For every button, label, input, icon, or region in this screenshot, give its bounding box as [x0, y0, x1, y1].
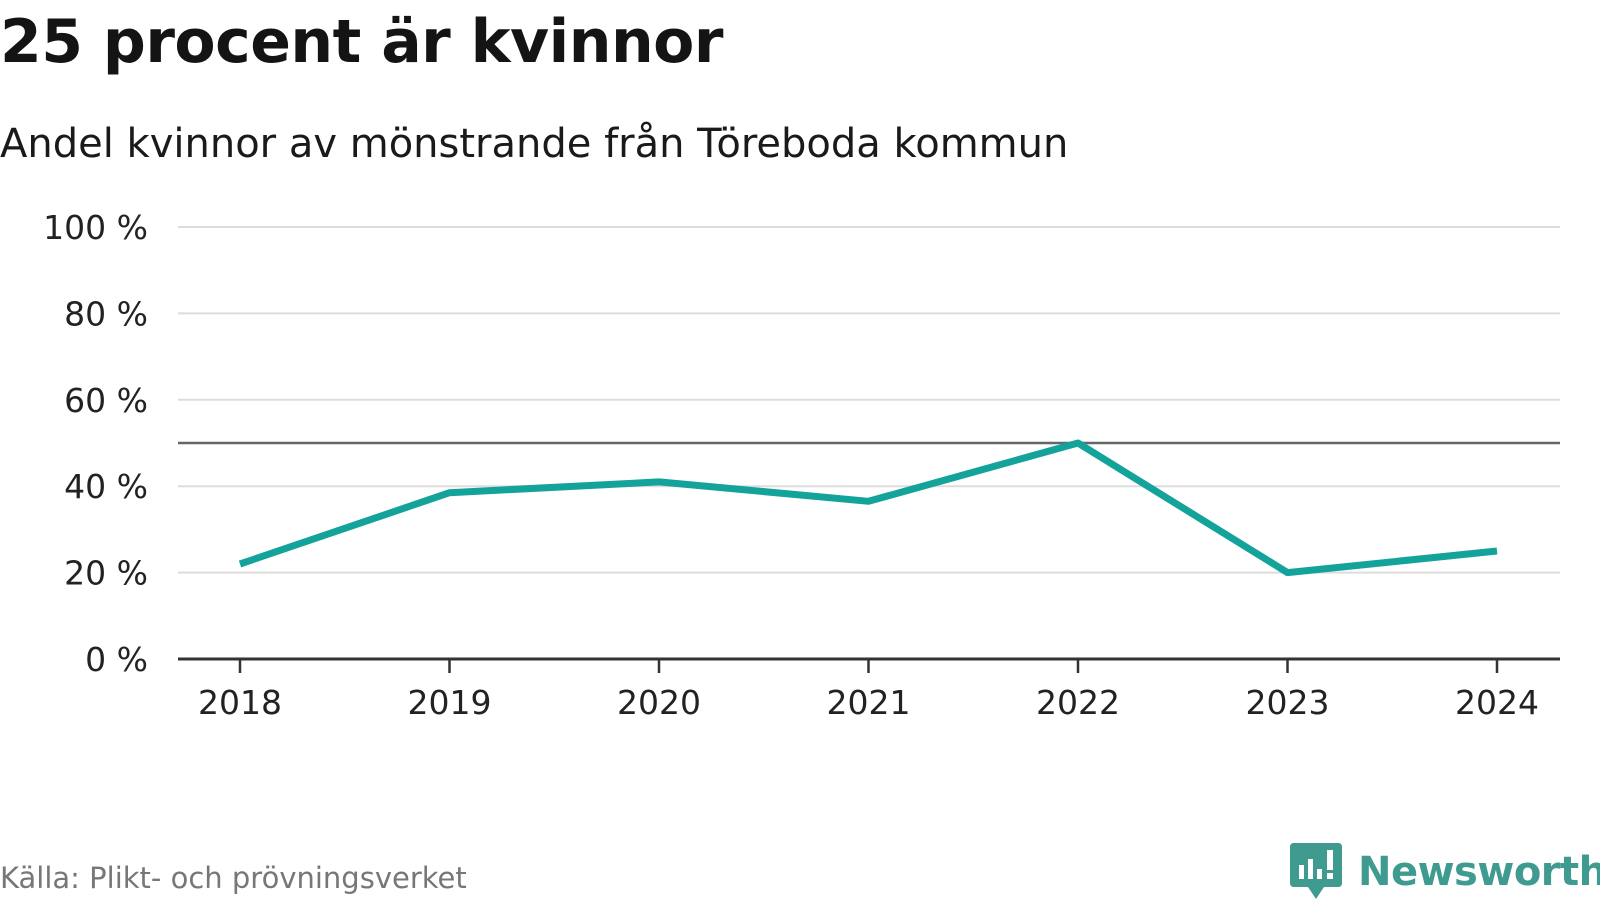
brand-logo: Newsworthy — [1290, 842, 1600, 902]
source-note: Källa: Plikt- och prövningsverket — [0, 861, 467, 895]
series-line — [238, 439, 1498, 577]
x-axis-labels: 2018 2019 2020 2021 2022 2023 2024 — [198, 683, 1539, 722]
gridlines — [178, 226, 1560, 574]
y-tick-label: 40 % — [64, 467, 148, 506]
series-group — [238, 439, 1498, 577]
x-tick-label: 2020 — [617, 683, 701, 722]
y-tick-label: 60 % — [64, 381, 148, 420]
x-tick-label: 2021 — [827, 683, 911, 722]
x-tick-label: 2022 — [1036, 683, 1120, 722]
y-tick-label: 100 % — [43, 208, 148, 247]
y-axis-labels: 0 % 20 % 40 % 60 % 80 % 100 % — [43, 208, 148, 679]
y-tick-label: 0 % — [85, 640, 148, 679]
newsworthy-logo-icon — [1290, 843, 1342, 899]
x-tick-label: 2018 — [198, 683, 282, 722]
x-tick-label: 2024 — [1455, 683, 1539, 722]
x-tick-label: 2019 — [408, 683, 492, 722]
x-axis — [178, 657, 1560, 673]
y-tick-label: 80 % — [64, 294, 148, 333]
brand-name: Newsworthy — [1358, 849, 1600, 895]
chart-title: 25 procent är kvinnor — [0, 7, 723, 77]
x-tick-label: 2023 — [1246, 683, 1330, 722]
y-tick-label: 20 % — [64, 554, 148, 593]
chart-subtitle: Andel kvinnor av mönstrande från Törebod… — [0, 121, 1069, 167]
